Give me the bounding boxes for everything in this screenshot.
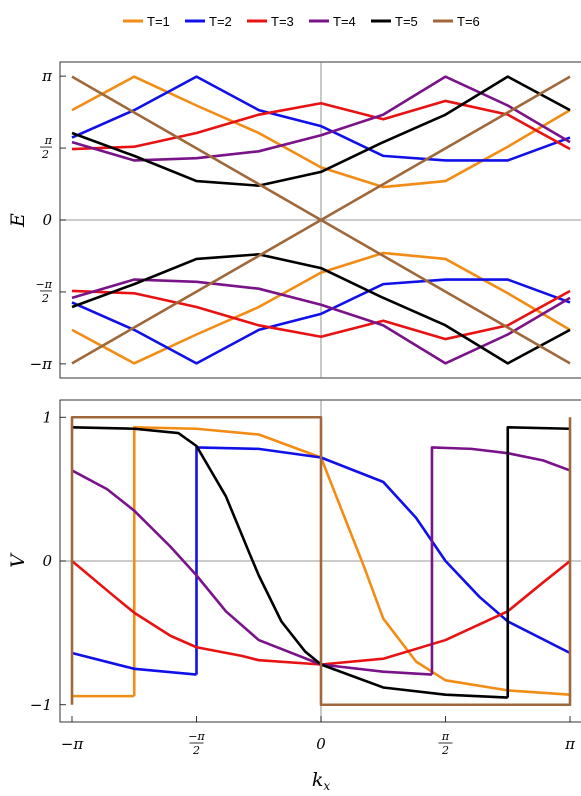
v-xtick-label-0: −π [61,735,85,753]
energy-ytick-label-4: −π [30,355,54,373]
energy-band-upper-t5 [71,75,571,187]
energy-ytick-label-3: −π2 [36,278,53,305]
v-ytick-label-2: −1 [30,696,52,714]
v-curve-t4-seg-1 [71,469,433,676]
v-curve-t6-seg-1 [70,415,572,707]
legend-label-4: T=4 [333,14,356,29]
v-curve-t2-seg-1 [71,651,197,676]
svg-text:−π: −π [188,730,205,743]
legend-label-3: T=3 [271,14,294,29]
v-xtick-label-1: −π2 [188,730,205,757]
v-curve-t1-seg-2 [132,426,571,697]
energy-band-lower-t4 [71,278,571,365]
energy-ylabel: E [7,213,29,228]
legend-label-5: T=5 [395,14,418,29]
energy-ytick-label-0: π [41,67,53,85]
energy-band-upper-t1 [71,75,571,189]
svg-text:2: 2 [441,744,449,757]
legend-label-1: T=1 [147,14,170,29]
svg-text:π: π [44,134,53,147]
energy-band-lower-t3 [71,289,571,341]
legend-label-2: T=2 [209,14,232,29]
v-curve-t2-seg-2 [195,446,571,675]
v-curve-t5-seg-1 [71,426,508,699]
svg-text:2: 2 [192,744,200,757]
energy-band-lower-t5 [71,253,571,365]
energy-band-lower-t6 [71,218,571,365]
v-curve-t4-seg-2 [430,446,571,675]
svg-text:2: 2 [41,292,49,305]
v-ytick-label-0: 1 [42,408,52,426]
legend-label-6: T=6 [457,14,480,29]
energy-ytick-label-1: π2 [40,134,53,161]
svg-text:2: 2 [41,148,49,161]
v-xtick-label-2: 0 [316,735,326,753]
v-xlabel: kx [312,769,331,793]
v-ylabel: V [7,552,29,568]
v-xtick-label-3: π2 [438,730,453,757]
energy-ytick-label-2: 0 [42,211,52,229]
energy-band-upper-t3 [71,99,571,151]
energy-band-lower-t2 [71,278,571,365]
svg-text:π: π [441,730,450,743]
v-ytick-label-1: 0 [42,552,52,570]
v-curve-t5-seg-2 [506,426,571,698]
v-xtick-label-4: π [564,735,576,753]
energy-band-lower-t1 [71,251,571,365]
svg-text:−π: −π [36,278,53,291]
energy-band-upper-t4 [71,75,571,162]
energy-band-upper-t2 [71,75,571,162]
